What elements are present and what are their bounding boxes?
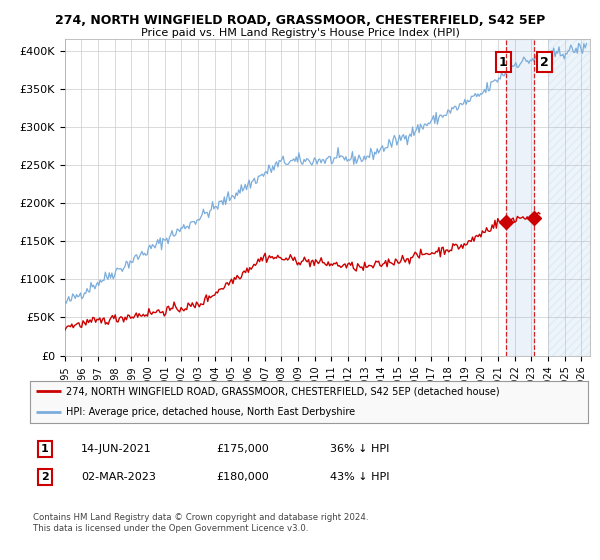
Text: This data is licensed under the Open Government Licence v3.0.: This data is licensed under the Open Gov… — [33, 524, 308, 533]
Text: 36% ↓ HPI: 36% ↓ HPI — [330, 444, 389, 454]
Text: 14-JUN-2021: 14-JUN-2021 — [81, 444, 152, 454]
Text: 1: 1 — [41, 444, 49, 454]
Text: 1: 1 — [499, 55, 508, 68]
Text: 274, NORTH WINGFIELD ROAD, GRASSMOOR, CHESTERFIELD, S42 5EP: 274, NORTH WINGFIELD ROAD, GRASSMOOR, CH… — [55, 14, 545, 27]
Text: HPI: Average price, detached house, North East Derbyshire: HPI: Average price, detached house, Nort… — [66, 407, 355, 417]
Bar — [506, 39, 534, 356]
Text: 43% ↓ HPI: 43% ↓ HPI — [330, 472, 389, 482]
Text: 2: 2 — [41, 472, 49, 482]
Text: 2: 2 — [540, 55, 548, 68]
Text: Price paid vs. HM Land Registry's House Price Index (HPI): Price paid vs. HM Land Registry's House … — [140, 28, 460, 38]
Text: Contains HM Land Registry data © Crown copyright and database right 2024.: Contains HM Land Registry data © Crown c… — [33, 513, 368, 522]
Text: 274, NORTH WINGFIELD ROAD, GRASSMOOR, CHESTERFIELD, S42 5EP (detached house): 274, NORTH WINGFIELD ROAD, GRASSMOOR, CH… — [66, 386, 500, 396]
Text: £175,000: £175,000 — [216, 444, 269, 454]
Bar — [548, 39, 590, 356]
Text: 02-MAR-2023: 02-MAR-2023 — [81, 472, 156, 482]
Text: £180,000: £180,000 — [216, 472, 269, 482]
